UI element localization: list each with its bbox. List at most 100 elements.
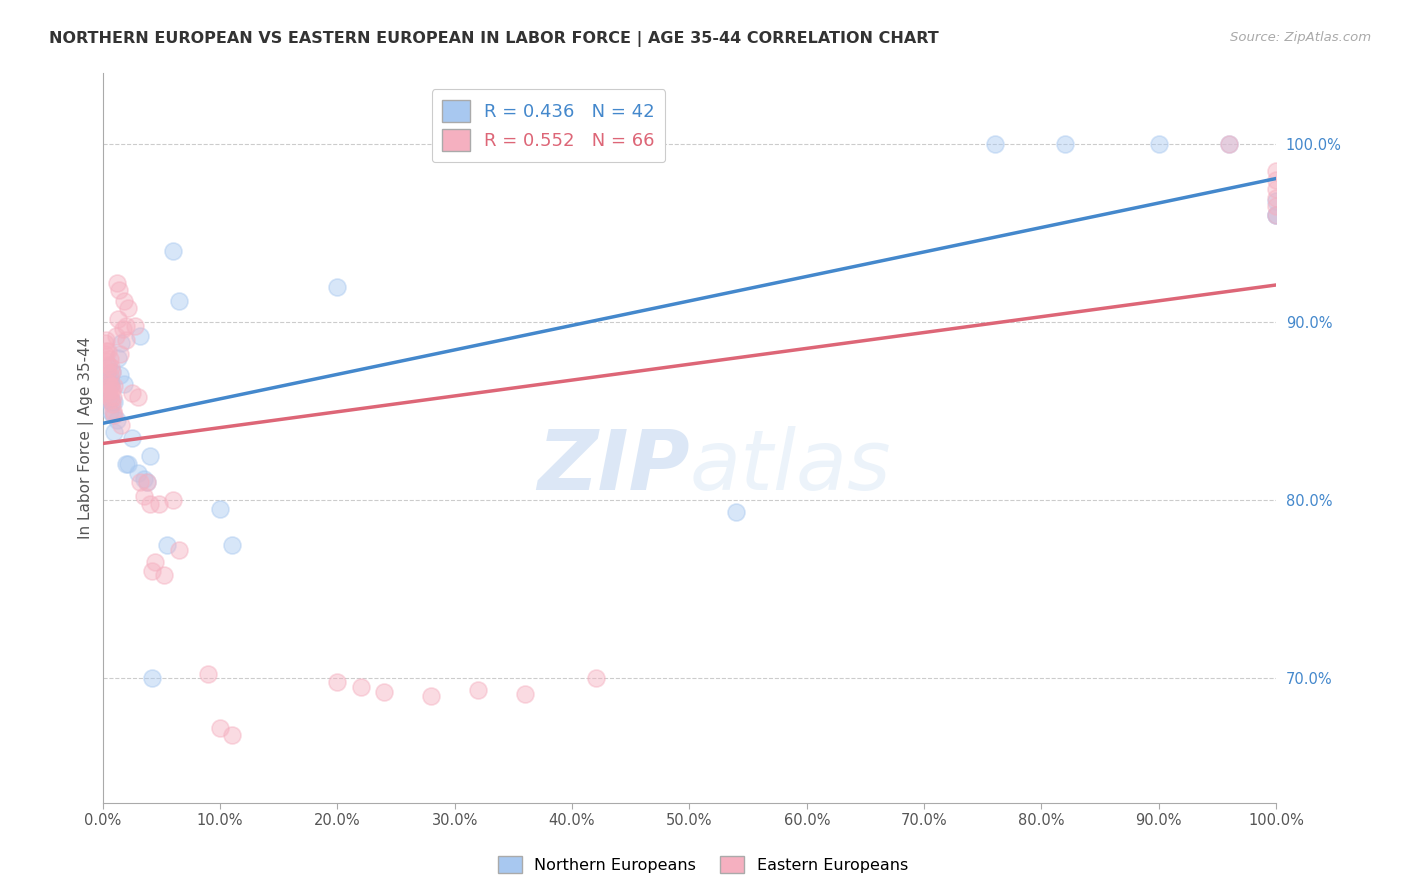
- Point: [100, 359, 122, 374]
- Point: [100, 393, 122, 408]
- Point: [221, 537, 243, 551]
- Point: [145, 555, 167, 569]
- Point: [467, 683, 489, 698]
- Point: [107, 311, 129, 326]
- Point: [100, 379, 122, 393]
- Point: [97, 359, 120, 374]
- Point: [1265, 173, 1288, 187]
- Point: [108, 368, 131, 383]
- Point: [97, 358, 120, 372]
- Point: [101, 404, 124, 418]
- Point: [105, 413, 128, 427]
- Point: [98, 368, 121, 383]
- Point: [420, 689, 443, 703]
- Point: [121, 431, 143, 445]
- Point: [208, 721, 231, 735]
- Point: [373, 685, 395, 699]
- Point: [111, 322, 134, 336]
- Point: [94, 390, 117, 404]
- Point: [101, 395, 124, 409]
- Text: Source: ZipAtlas.com: Source: ZipAtlas.com: [1230, 31, 1371, 45]
- Point: [1265, 194, 1288, 208]
- Point: [100, 377, 122, 392]
- Point: [98, 404, 121, 418]
- Point: [136, 475, 159, 490]
- Legend: Northern Europeans, Eastern Europeans: Northern Europeans, Eastern Europeans: [491, 849, 915, 880]
- Point: [101, 408, 124, 422]
- Point: [1265, 181, 1288, 195]
- Point: [112, 377, 135, 392]
- Point: [94, 333, 117, 347]
- Point: [108, 347, 131, 361]
- Point: [141, 671, 163, 685]
- Point: [107, 351, 129, 365]
- Point: [103, 408, 125, 422]
- Point: [208, 502, 231, 516]
- Point: [983, 137, 1005, 152]
- Point: [121, 386, 143, 401]
- Point: [1053, 137, 1076, 152]
- Point: [127, 390, 149, 404]
- Point: [97, 376, 120, 390]
- Point: [98, 379, 121, 393]
- Point: [94, 347, 117, 361]
- Point: [98, 352, 121, 367]
- Point: [112, 293, 135, 308]
- Point: [148, 497, 170, 511]
- Point: [98, 390, 121, 404]
- Text: ZIP: ZIP: [537, 426, 689, 508]
- Point: [94, 376, 117, 390]
- Point: [127, 467, 149, 481]
- Point: [94, 354, 117, 368]
- Point: [132, 490, 155, 504]
- Point: [115, 458, 138, 472]
- Point: [513, 687, 536, 701]
- Point: [1265, 199, 1288, 213]
- Point: [101, 365, 124, 379]
- Point: [197, 667, 219, 681]
- Point: [110, 418, 132, 433]
- Point: [101, 390, 124, 404]
- Point: [1265, 208, 1288, 222]
- Point: [326, 674, 349, 689]
- Point: [104, 329, 127, 343]
- Point: [1218, 137, 1240, 152]
- Point: [101, 397, 124, 411]
- Point: [141, 564, 163, 578]
- Point: [94, 336, 117, 351]
- Point: [97, 343, 120, 358]
- Point: [108, 283, 131, 297]
- Point: [101, 383, 124, 397]
- Point: [1265, 164, 1288, 178]
- Point: [96, 365, 118, 379]
- Point: [115, 318, 138, 333]
- Point: [94, 343, 117, 358]
- Point: [129, 329, 152, 343]
- Point: [156, 537, 179, 551]
- Point: [96, 383, 118, 397]
- Point: [98, 372, 121, 386]
- Point: [221, 728, 243, 742]
- Point: [103, 379, 125, 393]
- Point: [585, 671, 607, 685]
- Text: atlas: atlas: [689, 426, 891, 508]
- Point: [97, 386, 120, 401]
- Point: [138, 449, 160, 463]
- Point: [117, 301, 139, 315]
- Point: [1265, 208, 1288, 222]
- Point: [103, 395, 125, 409]
- Point: [162, 244, 184, 258]
- Point: [725, 506, 748, 520]
- Point: [1265, 208, 1288, 222]
- Point: [105, 276, 128, 290]
- Legend: R = 0.436   N = 42, R = 0.552   N = 66: R = 0.436 N = 42, R = 0.552 N = 66: [432, 89, 665, 162]
- Point: [117, 458, 139, 472]
- Point: [103, 425, 125, 440]
- Point: [152, 567, 174, 582]
- Point: [132, 472, 155, 486]
- Point: [136, 475, 159, 490]
- Point: [115, 333, 138, 347]
- Text: NORTHERN EUROPEAN VS EASTERN EUROPEAN IN LABOR FORCE | AGE 35-44 CORRELATION CHA: NORTHERN EUROPEAN VS EASTERN EUROPEAN IN…: [49, 31, 939, 47]
- Point: [167, 293, 190, 308]
- Point: [1218, 137, 1240, 152]
